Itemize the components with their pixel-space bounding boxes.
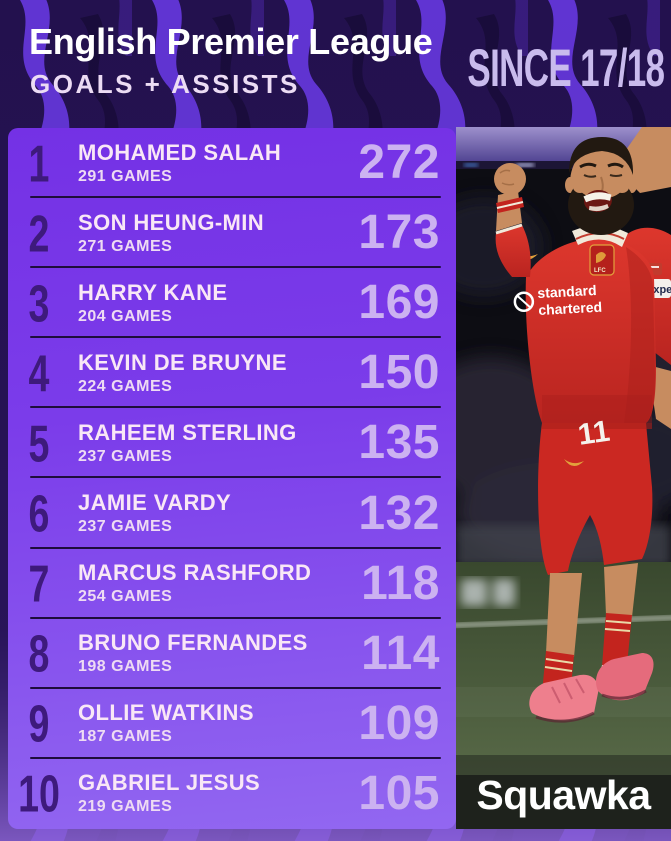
table-row: 2 SON HEUNG-MIN 271 GAMES 173 <box>8 198 456 269</box>
player-name: JAMIE VARDY <box>78 489 232 515</box>
rank-number: 4 <box>28 344 50 403</box>
leaderboard-panel: 1 MOHAMED SALAH 291 GAMES 272 2 SON HEUNG… <box>8 128 456 829</box>
goal-contributions-total: 109 <box>358 696 440 750</box>
sponsor-text-line2: chartered <box>538 299 603 318</box>
goal-contributions-total: 135 <box>358 416 440 470</box>
rank-number: 10 <box>18 764 60 824</box>
table-row: 6 JAMIE VARDY 237 GAMES 132 <box>8 478 456 549</box>
player-name: MARCUS RASHFORD <box>78 560 312 586</box>
games-count: 198 GAMES <box>78 658 173 676</box>
games-count: 204 GAMES <box>78 307 173 325</box>
table-row: 8 BRUNO FERNANDES 198 GAMES 114 <box>8 619 456 689</box>
table-row: 7 MARCUS RASHFORD 254 GAMES 118 <box>8 549 456 619</box>
table-row: 3 HARRY KANE 204 GAMES 169 <box>8 268 456 339</box>
goal-contributions-total: 150 <box>358 346 440 400</box>
goal-contributions-total: 169 <box>358 276 440 330</box>
player-name: OLLIE WATKINS <box>78 700 254 726</box>
rank-number: 1 <box>28 133 50 193</box>
rank-number: 9 <box>28 694 50 753</box>
table-row: 1 MOHAMED SALAH 291 GAMES 272 <box>8 128 456 199</box>
page-title: English Premier League <box>29 21 433 62</box>
goal-contributions-total: 132 <box>358 486 440 540</box>
player-name: GABRIEL JESUS <box>78 770 261 796</box>
goal-contributions-total: 105 <box>358 766 440 820</box>
table-row: 4 KEVIN DE BRUYNE 224 GAMES 150 <box>8 338 456 409</box>
table-row: 5 RAHEEM STERLING 237 GAMES 135 <box>8 408 456 479</box>
rank-number: 6 <box>28 484 50 543</box>
salah-celebration-illustration: Expe LFC standard chartered <box>456 127 671 829</box>
player-name: SON HEUNG-MIN <box>78 209 265 235</box>
rank-number: 8 <box>28 624 50 683</box>
goal-contributions-total: 272 <box>358 136 440 190</box>
goal-contributions-total: 114 <box>361 626 440 680</box>
goal-contributions-total: 173 <box>358 206 440 260</box>
crest-text: LFC <box>594 268 606 274</box>
page-subtitle: GOALS + ASSISTS <box>30 69 300 99</box>
goal-contributions-total: 118 <box>361 556 440 610</box>
games-count: 219 GAMES <box>78 798 173 816</box>
rank-number: 2 <box>28 203 50 263</box>
rank-number: 5 <box>28 414 50 473</box>
squawka-wordmark: Squawka <box>476 772 651 818</box>
table-row: 9 OLLIE WATKINS 187 GAMES 109 <box>8 689 456 759</box>
rank-number: 3 <box>28 274 50 333</box>
games-count: 237 GAMES <box>78 518 173 536</box>
player-name: HARRY KANE <box>78 279 228 305</box>
player-name: RAHEEM STERLING <box>78 419 297 445</box>
games-count: 291 GAMES <box>78 167 173 185</box>
shorts-number: 11 <box>576 415 612 452</box>
player-name: MOHAMED SALAH <box>78 139 282 165</box>
games-count: 271 GAMES <box>78 237 173 255</box>
games-count: 187 GAMES <box>78 728 173 746</box>
games-count: 237 GAMES <box>78 447 173 465</box>
header: English Premier League GOALS + ASSISTS S… <box>0 0 671 128</box>
table-row: 10 GABRIEL JESUS 219 GAMES 105 <box>8 759 456 829</box>
sponsor-text-line1: standard <box>537 282 597 301</box>
sponsor-logo-mark <box>513 291 535 312</box>
player-name: BRUNO FERNANDES <box>78 630 308 656</box>
since-label: SINCE 17/18 <box>467 39 665 98</box>
games-count: 254 GAMES <box>78 588 173 606</box>
rank-number: 7 <box>28 554 50 613</box>
games-count: 224 GAMES <box>78 377 173 395</box>
player-photo: Expe LFC standard chartered <box>456 127 671 829</box>
player-name: KEVIN DE BRUYNE <box>78 349 287 375</box>
